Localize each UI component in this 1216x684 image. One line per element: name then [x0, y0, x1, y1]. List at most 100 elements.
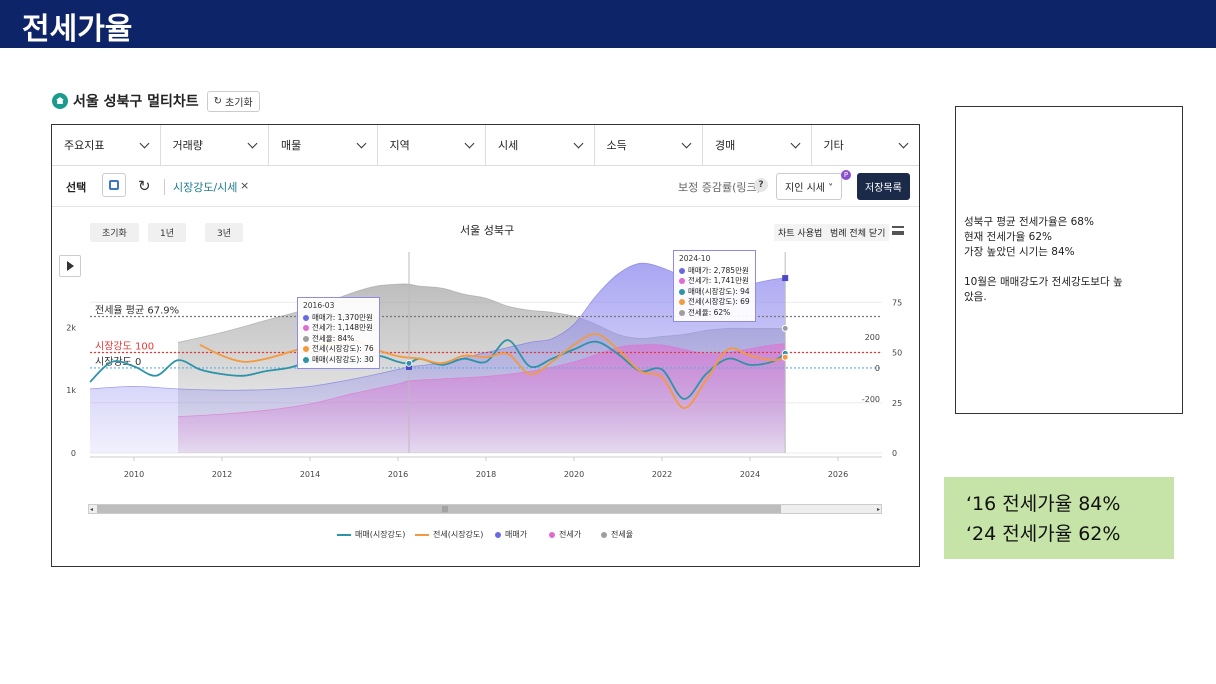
- menu-label: 경매: [715, 139, 736, 152]
- x-tick-label: 2014: [300, 470, 320, 479]
- premium-badge: P: [841, 170, 851, 180]
- tooltip-value: 매매가: 2,785만원: [688, 265, 749, 275]
- legend-item-2[interactable]: 매매가: [495, 529, 527, 540]
- selection-label: 선택: [66, 181, 87, 194]
- x-tick-label: 2024: [740, 470, 760, 479]
- legend-dot-icon: [303, 356, 309, 363]
- menu-item-7[interactable]: 기타: [812, 125, 920, 165]
- help-icon[interactable]: ?: [754, 178, 768, 192]
- selection-bar: 선택 ↻ 시장강도/시세 × 보정 증감률(링크) ? 지인 시세 ˅ P 저장…: [52, 166, 919, 207]
- menu-item-0[interactable]: 주요지표: [52, 125, 161, 165]
- legend-item-0[interactable]: 매매(시장강도): [337, 529, 405, 540]
- refresh-icon[interactable]: ↻: [138, 177, 151, 195]
- x-tick-label: 2022: [652, 470, 672, 479]
- tooltip-value: 전세율: 62%: [688, 307, 731, 317]
- y-right-tick-label: 75: [892, 298, 902, 307]
- legend-dot-icon: [601, 531, 607, 538]
- highlight-line-2016: ‘16 전세가율 84%: [966, 493, 1121, 515]
- note-line: 10월은 매매강도가 전세강도보다 높: [964, 276, 1123, 288]
- range-1y-button[interactable]: 1년: [148, 223, 187, 242]
- y-left-tick-label: 1k: [66, 386, 76, 395]
- chart-usage-button[interactable]: 차트 사용법: [774, 224, 827, 241]
- reference-label: 시장강도 100: [95, 341, 154, 353]
- selected-indicator-chip[interactable]: 시장강도/시세: [164, 179, 237, 195]
- y-inner-tick-label: 0: [875, 364, 880, 373]
- scroll-thumb[interactable]: |||: [97, 505, 781, 513]
- range-3y-button[interactable]: 3년: [205, 223, 244, 242]
- play-icon[interactable]: [59, 255, 81, 277]
- menu-item-6[interactable]: 경매: [703, 125, 812, 165]
- tooltip-value: 전세가: 1,741만원: [688, 276, 749, 285]
- menu-item-5[interactable]: 소득: [595, 125, 703, 165]
- legend-item-3[interactable]: 전세가: [549, 529, 581, 540]
- chevron-down-icon: [139, 138, 149, 149]
- note-line: 았음.: [964, 291, 987, 303]
- tooltip-row: 매매가: 2,785만원: [679, 266, 750, 277]
- tooltip-value: 매매(시장강도): 94: [688, 286, 750, 296]
- multi-chart-panel: 주요지표 거래량 매물 지역 시세 소득 경매 기타 선택 ↻ 시장강도/시세 …: [51, 124, 920, 567]
- home-icon[interactable]: [52, 93, 68, 109]
- x-tick-label: 2020: [564, 470, 584, 479]
- tooltip-row: 전세율: 84%: [303, 334, 374, 345]
- menu-item-3[interactable]: 지역: [378, 125, 486, 165]
- legend-label: 전세(시장강도): [433, 530, 484, 539]
- y-inner-tick-label: 200: [865, 333, 880, 342]
- y-right-tick-label: 50: [892, 349, 902, 358]
- tooltip-row: 전세(시장강도): 76: [303, 344, 374, 355]
- chevron-down-icon: [790, 138, 800, 149]
- menu-label: 소득: [606, 139, 627, 152]
- filter-settings-button[interactable]: [102, 173, 126, 197]
- adjusted-rate-link[interactable]: 보정 증감률(링크): [678, 181, 761, 194]
- chart-area: 전세율 평균 67.9% 시장강도 100 시장강도 0 2010 2012 2014 20…: [52, 207, 919, 568]
- x-tick-label: 2026: [828, 470, 848, 479]
- legend-label: 전세가: [559, 530, 582, 539]
- menu-item-4[interactable]: 시세: [486, 125, 595, 165]
- note-line-blank: [964, 260, 1123, 275]
- tooltip-row: 전세가: 1,148만원: [303, 323, 374, 334]
- legend-label: 전세율: [611, 530, 634, 539]
- notes-box: 성북구 평균 전세가율은 68% 현재 전세가율 62% 가장 높았던 시기는 …: [955, 106, 1183, 414]
- legend-dot-icon: [495, 531, 501, 538]
- close-icon[interactable]: ×: [240, 179, 250, 192]
- tooltip-2016: 2016-03 매매가: 1,370만원 전세가: 1,148만원 전세율: 8…: [297, 297, 380, 369]
- reset-button[interactable]: ↻ 초기화: [206, 90, 260, 112]
- range-reset-button[interactable]: 초기화: [90, 223, 139, 242]
- legend-dot-icon: [679, 278, 685, 285]
- reset-label: 초기화: [225, 97, 253, 109]
- tooltip-row: 매매(시장강도): 94: [679, 287, 750, 298]
- scroll-right-icon[interactable]: ▸: [876, 506, 880, 513]
- data-point: [406, 363, 412, 370]
- chevron-down-icon: [573, 138, 583, 149]
- tooltip-value: 전세(시장강도): 69: [688, 297, 750, 306]
- legend-item-1[interactable]: 전세(시장강도): [415, 529, 483, 540]
- legend-dot-icon: [679, 288, 685, 295]
- slide-title: 전세가율: [22, 12, 133, 47]
- panel-title: 서울 성북구 멀티차트: [73, 94, 199, 110]
- saved-list-button[interactable]: 저장목록: [857, 173, 910, 200]
- chart-scrollbar[interactable]: ◂ ||| ▸: [88, 504, 882, 514]
- notes-text: 성북구 평균 전세가율은 68% 현재 전세가율 62% 가장 높았던 시기는 …: [964, 215, 1123, 305]
- menu-icon[interactable]: [892, 226, 904, 235]
- x-tick-label: 2018: [476, 470, 496, 479]
- tooltip-date: 2016-03: [303, 301, 335, 310]
- legend-dot-icon: [303, 346, 309, 353]
- legend-dot-icon: [303, 335, 309, 342]
- legend-dot-icon: [679, 267, 685, 274]
- jiin-price-dropdown[interactable]: 지인 시세 ˅: [776, 173, 843, 200]
- chevron-down-icon: [464, 138, 475, 149]
- highlight-line-2024: ‘24 전세가율 62%: [966, 523, 1121, 545]
- legend-close-all-button[interactable]: 범례 전체 닫기: [826, 224, 890, 241]
- legend-dot-icon: [679, 309, 685, 316]
- scroll-left-icon[interactable]: ◂: [90, 506, 94, 513]
- legend-line-icon: [415, 533, 429, 536]
- chevron-down-icon: [681, 138, 692, 149]
- menu-item-1[interactable]: 거래량: [161, 125, 269, 165]
- menu-label: 매물: [281, 139, 302, 152]
- tooltip-value: 매매가: 1,370만원: [312, 312, 373, 322]
- legend-item-4[interactable]: 전세율: [601, 529, 633, 540]
- tooltip-row: 매매(시장강도): 30: [303, 355, 374, 366]
- tooltip-value: 전세(시장강도): 76: [312, 344, 374, 353]
- note-line: 현재 전세가율 62%: [964, 231, 1052, 243]
- data-point: [405, 359, 413, 367]
- menu-item-2[interactable]: 매물: [269, 125, 378, 165]
